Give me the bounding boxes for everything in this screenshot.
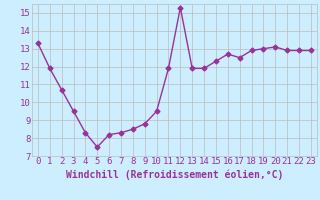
X-axis label: Windchill (Refroidissement éolien,°C): Windchill (Refroidissement éolien,°C) [66, 169, 283, 180]
